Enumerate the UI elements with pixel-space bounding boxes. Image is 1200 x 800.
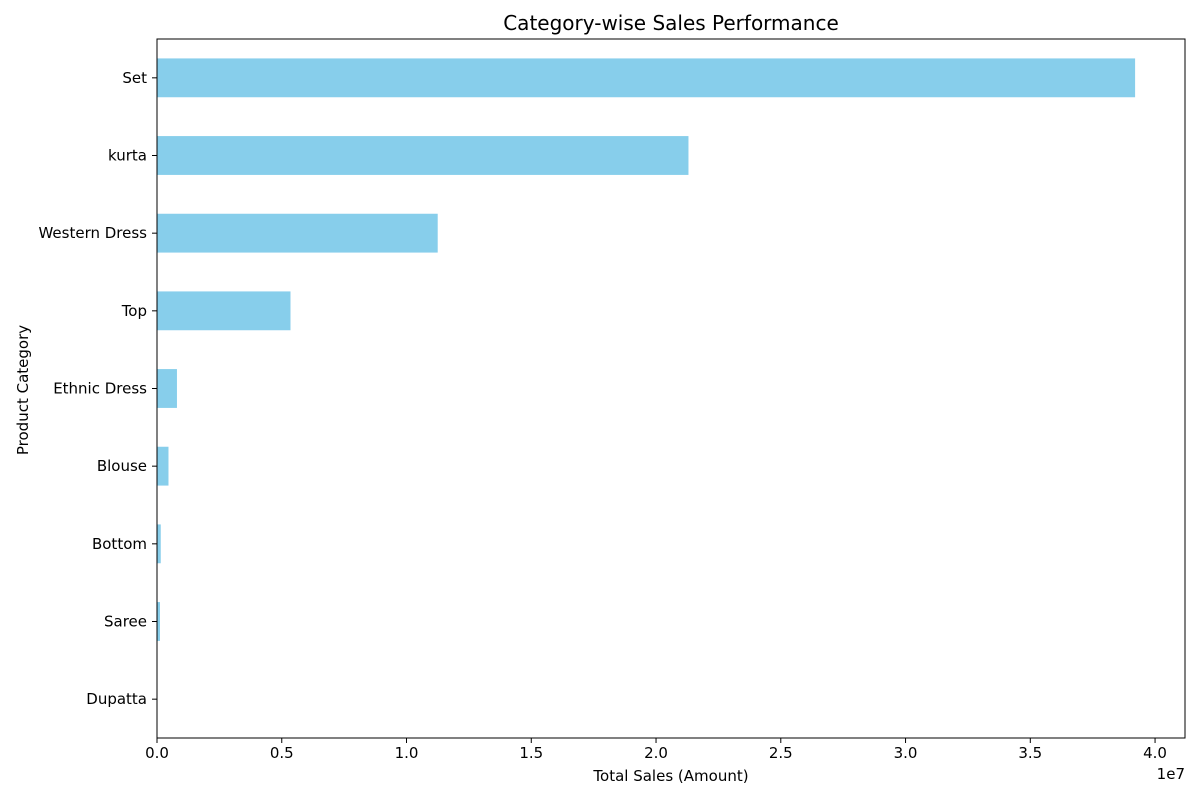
y-tick-label: Set [122,69,147,87]
y-axis-label: Product Category [14,325,32,455]
x-tick-label: 1.0 [395,744,419,762]
x-tick-label: 3.0 [894,744,918,762]
y-tick-label: Saree [104,613,147,631]
bars-group [157,58,1136,719]
x-tick-label: 3.5 [1018,744,1042,762]
bar-blouse [157,446,169,486]
x-tick-label: 2.0 [644,744,668,762]
bar-top [157,291,291,331]
x-tick-label: 0.5 [270,744,294,762]
y-tick-label: Bottom [92,535,147,553]
x-tick-label: 4.0 [1143,744,1167,762]
x-axis-label: Total Sales (Amount) [592,767,748,785]
y-tick-label: Blouse [97,457,147,475]
y-tick-label: kurta [108,147,147,165]
bar-bottom [157,524,161,564]
y-ticks-group: Set kurta Western Dress Top Ethnic Dress Blou… [38,69,157,708]
x-tick-label: 0.0 [145,744,169,762]
x-ticks-group: 0.0 0.5 1.0 1.5 2.0 2.5 3.0 3.5 4.0 [145,738,1167,762]
bar-ethnic-dress [157,369,177,408]
x-axis-offset-label: 1e7 [1157,765,1185,783]
y-tick-label: Ethnic Dress [53,380,147,398]
y-tick-label: Western Dress [38,224,147,242]
y-tick-label: Top [121,302,147,320]
chart-title: Category-wise Sales Performance [503,11,839,35]
x-tick-label: 2.5 [769,744,793,762]
bar-kurta [157,136,689,175]
y-tick-label: Dupatta [86,690,147,708]
plot-frame [156,38,1186,739]
x-tick-label: 1.5 [519,744,543,762]
bar-set [157,58,1136,98]
bar-saree [157,602,160,641]
bar-western-dress [157,213,438,253]
